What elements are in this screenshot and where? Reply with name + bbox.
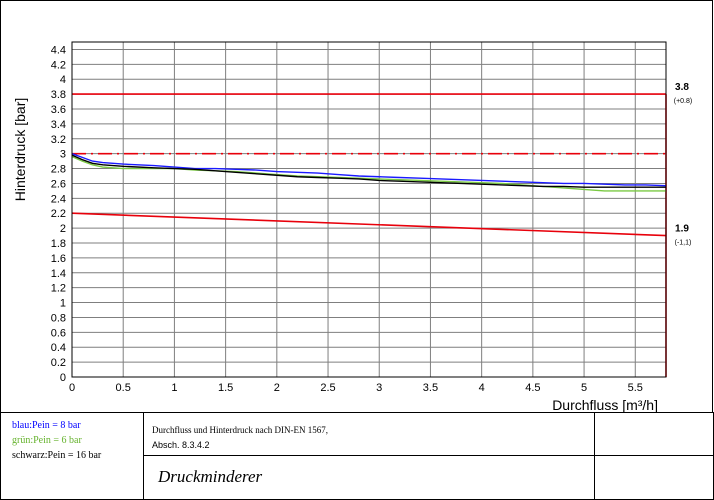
chart: 0 0.2 0.4 0.6 0.8 1 1.2 1.4 1.6 1.8 2 2.2 2.4 2.6 2.8 3… — [12, 41, 692, 412]
y-tick-label: 3.6 — [51, 104, 66, 116]
empty-cell-top — [594, 412, 714, 456]
y-axis-label: Hinterdruck [bar] — [12, 98, 28, 201]
y-tick-label: 0.6 — [51, 327, 66, 339]
x-tick-label: 3 — [376, 382, 382, 394]
y-tick-label: 1.2 — [51, 283, 66, 295]
description-line-2: Absch. 8.3.4.2 — [152, 440, 210, 450]
y-tick-label: 0 — [60, 372, 66, 384]
y-tick-label: 1.6 — [51, 253, 66, 265]
legend-black: schwarz:Pein = 16 bar — [12, 450, 102, 461]
y-tick-label: 1.4 — [51, 268, 66, 280]
y-tick-label: 2.4 — [51, 193, 66, 205]
description-line-1: Durchfluss und Hinterdruck nach DIN-EN 1… — [152, 425, 328, 435]
drawing-title: Druckminderer — [158, 467, 263, 486]
y-tick-label: 4.2 — [51, 59, 66, 71]
series-line-2 — [71, 156, 666, 192]
y-tick-label: 3 — [60, 149, 66, 161]
y-tick-label: 2 — [60, 223, 66, 235]
y-tick-label: 3.2 — [51, 134, 66, 146]
x-tick-label: 3.5 — [423, 382, 438, 394]
y-tick-label: 2.8 — [51, 164, 66, 176]
x-tick-label: 4 — [479, 382, 485, 394]
y-tick-label: 0.2 — [51, 357, 66, 369]
y-tick-label: 4 — [60, 74, 66, 86]
annotation-delta-2: (-1,1) — [675, 240, 692, 247]
y-tick-label: 0.4 — [51, 342, 66, 354]
annotation-value-1: 3.8 — [675, 82, 689, 93]
y-tick-label: 0.8 — [51, 312, 66, 324]
annotation-delta-1: (+0.8) — [674, 98, 692, 105]
y-tick-label: 2.2 — [51, 208, 66, 220]
y-tick-label: 1.8 — [51, 238, 66, 250]
title-cell — [143, 455, 595, 500]
y-tick-label: 2.6 — [51, 178, 66, 190]
x-tick-label: 5 — [581, 382, 587, 394]
legend-green: grün:Pein = 6 bar — [12, 435, 82, 446]
x-tick-label: 0.5 — [116, 382, 131, 394]
y-tick-label: 3.4 — [51, 119, 66, 131]
x-tick-label: 4.5 — [525, 382, 540, 394]
x-tick-label: 5.5 — [628, 382, 643, 394]
y-tick-label: 4.4 — [51, 44, 66, 56]
x-tick-label: 0 — [69, 382, 75, 394]
y-tick-label: 3.8 — [51, 89, 66, 101]
plot-area-border — [71, 41, 667, 378]
empty-cell-bottom — [594, 455, 714, 500]
x-tick-label: 1.5 — [218, 382, 233, 394]
legend-blue: blau:Pein = 8 bar — [12, 420, 81, 431]
y-tick-label: 1 — [60, 298, 66, 310]
series-line-3 — [71, 154, 666, 188]
x-axis-label: Durchfluss [m³/h] — [552, 397, 658, 412]
x-tick-label: 2.5 — [320, 382, 335, 394]
description-cell — [143, 412, 595, 456]
x-tick-label: 2 — [274, 382, 280, 394]
x-tick-label: 1 — [171, 382, 177, 394]
title-block: blau:Pein = 8 bar grün:Pein = 6 bar schw… — [0, 412, 714, 500]
annotation-value-2: 1.9 — [675, 224, 689, 235]
reference-line-lower-limit — [71, 212, 667, 237]
legend-cell — [0, 412, 144, 500]
series-line-1 — [71, 153, 667, 187]
